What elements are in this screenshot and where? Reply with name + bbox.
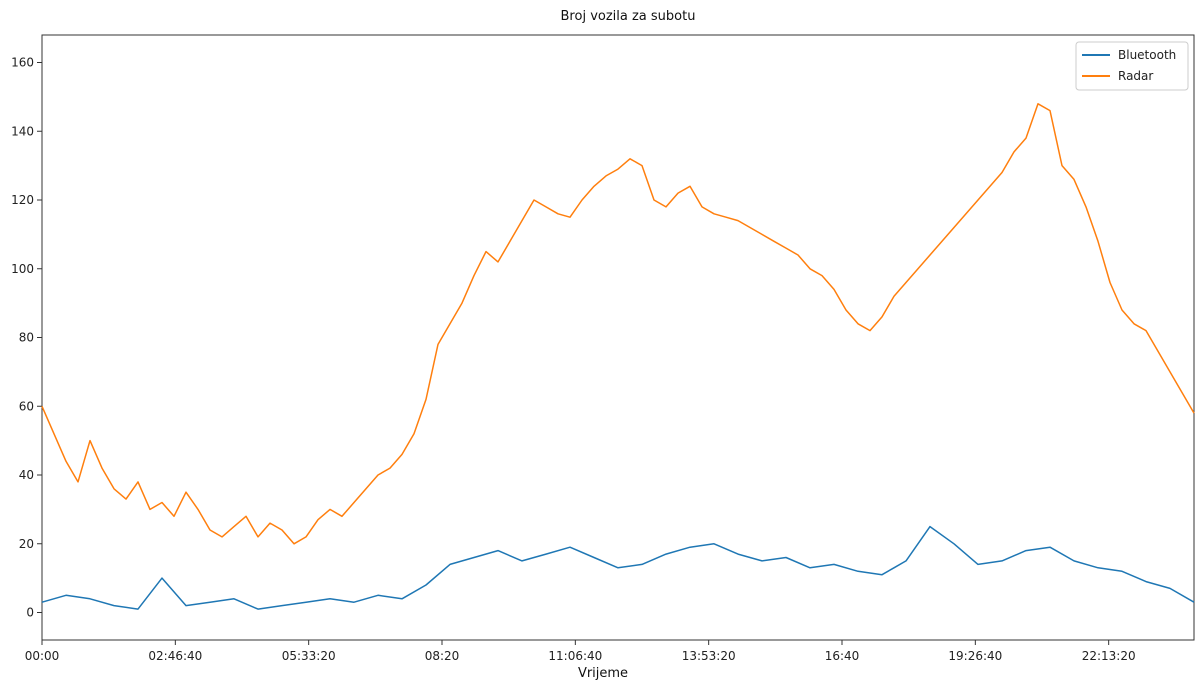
y-tick-label: 160 <box>11 56 34 70</box>
y-tick-label: 140 <box>11 124 34 138</box>
x-tick-label: 11:06:40 <box>548 649 602 663</box>
series-layer <box>41 103 1195 610</box>
y-tick-label: 40 <box>19 468 34 482</box>
x-tick-label: 08:20 <box>425 649 460 663</box>
chart-title: Broj vozila za subotu <box>561 9 696 24</box>
y-tick-label: 120 <box>11 193 34 207</box>
x-tick-label: 05:33:20 <box>282 649 336 663</box>
legend-label-radar: Radar <box>1118 69 1153 83</box>
y-axis: 0 20 40 60 80 100 120 140 160 <box>11 56 42 620</box>
y-tick-label: 0 <box>26 606 34 620</box>
y-tick-label: 60 <box>19 399 34 413</box>
series-line-radar <box>41 103 1195 545</box>
x-tick-label: 19:26:40 <box>948 649 1002 663</box>
y-tick-label: 100 <box>11 262 34 276</box>
x-tick-label: 13:53:20 <box>682 649 736 663</box>
x-tick-label: 16:40 <box>825 649 860 663</box>
series-line-bluetooth <box>41 525 1195 610</box>
legend-label-bluetooth: Bluetooth <box>1118 48 1176 62</box>
x-axis: 00:00 02:46:40 05:33:20 08:20 11:06:40 13:53:… <box>25 640 1136 663</box>
legend: Bluetooth Radar <box>1075 41 1189 91</box>
x-axis-title: Vrijeme <box>578 666 628 681</box>
x-tick-label: 00:00 <box>25 649 60 663</box>
y-tick-label: 20 <box>19 537 34 551</box>
y-tick-label: 80 <box>19 331 34 345</box>
plot-area-frame <box>41 34 1195 641</box>
x-tick-label: 22:13:20 <box>1082 649 1136 663</box>
x-tick-label: 02:46:40 <box>148 649 202 663</box>
